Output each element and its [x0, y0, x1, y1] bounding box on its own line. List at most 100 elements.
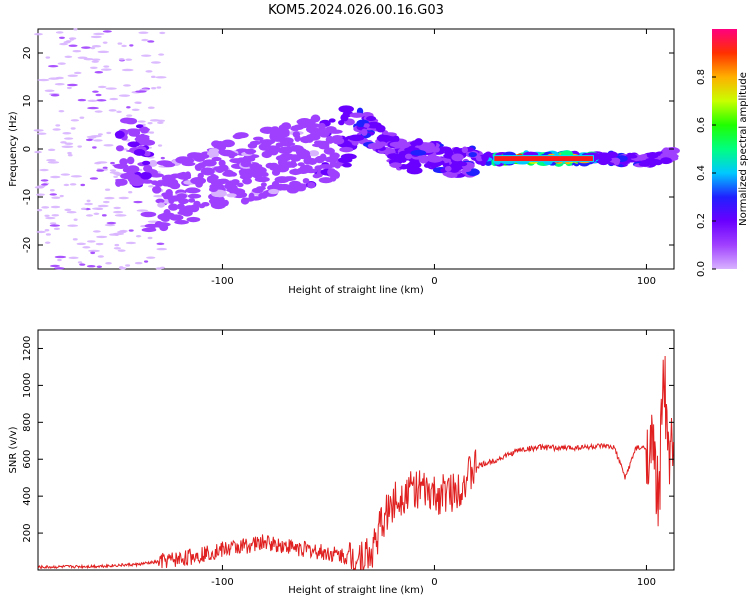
- heatmap-cell: [117, 42, 123, 45]
- heatmap-cell: [129, 44, 134, 47]
- x-tick-label: -100: [211, 276, 234, 287]
- heatmap-cell: [306, 123, 321, 129]
- heatmap-cell: [156, 242, 165, 246]
- heatmap-cell: [139, 126, 150, 134]
- heatmap-cell: [468, 151, 478, 158]
- heatmap-cell: [37, 78, 50, 82]
- heatmap-cell: [135, 90, 147, 93]
- heatmap-cell: [63, 183, 70, 187]
- heatmap-cell: [213, 143, 221, 149]
- heatmap-cell: [158, 53, 165, 56]
- y-tick-label: 10: [22, 95, 33, 108]
- heatmap-cell: [609, 157, 621, 163]
- heatmap-cell: [72, 238, 78, 241]
- heatmap-cell: [116, 110, 122, 114]
- heatmap-cell: [260, 182, 267, 188]
- heatmap-cell: [210, 200, 226, 207]
- heatmap-cell: [92, 146, 97, 149]
- heatmap-cell: [77, 145, 83, 148]
- heatmap-cell: [139, 88, 149, 91]
- heatmap-cell: [85, 138, 93, 142]
- heatmap-cell: [125, 58, 133, 61]
- heatmap-cell: [95, 93, 102, 97]
- heatmap-cell: [127, 141, 140, 148]
- heatmap-cell: [277, 146, 293, 155]
- heatmap-cell: [130, 174, 140, 181]
- heatmap-cell: [208, 148, 220, 153]
- heatmap-cell: [150, 180, 159, 185]
- heatmap-cell: [141, 179, 154, 184]
- heatmap-cell: [133, 200, 143, 204]
- snr-y-axis-title: SNR (v/v): [8, 426, 19, 473]
- heatmap-cell: [147, 40, 155, 43]
- heatmap-cell: [117, 230, 127, 234]
- heatmap-cell: [96, 235, 108, 239]
- heatmap-cell: [660, 157, 672, 165]
- heatmap-cell: [481, 153, 489, 162]
- heatmap-cell: [194, 152, 203, 158]
- heatmap-cell: [348, 134, 365, 142]
- heatmap-cell: [60, 173, 71, 176]
- y-tick-label: -20: [22, 237, 33, 253]
- heatmap-cell: [86, 199, 91, 203]
- heatmap-cell: [170, 215, 183, 221]
- heatmap-cell: [338, 120, 345, 126]
- heatmap-cell: [79, 263, 86, 266]
- heatmap-cell: [47, 148, 56, 152]
- heatmap-cell: [211, 156, 222, 162]
- heatmap-cell: [97, 50, 110, 54]
- heatmap-cell: [211, 178, 228, 185]
- heatmap-cell: [80, 207, 87, 211]
- heatmap-cell: [485, 160, 492, 166]
- heatmap-cell: [389, 162, 402, 168]
- snr-ticks: -100 0 100 200 400 600 800 1000 1200: [22, 330, 674, 588]
- heatmap-cell: [114, 214, 127, 217]
- heatmap-cell: [93, 139, 103, 142]
- heatmap-cell: [100, 68, 112, 71]
- heatmap-cell: [159, 31, 166, 35]
- heatmap-cell: [37, 208, 43, 212]
- y-tick-label: 1200: [22, 336, 33, 361]
- heatmap-cell: [155, 198, 165, 204]
- heatmap-cell: [93, 32, 105, 36]
- heatmap-cell: [55, 124, 61, 127]
- y-tick-label: 1000: [22, 373, 33, 398]
- heatmap-cell: [157, 202, 166, 208]
- heatmap-cell: [310, 114, 321, 123]
- heatmap-blobs: [33, 28, 680, 270]
- heatmap-cell: [157, 119, 166, 122]
- heatmap-cell: [226, 193, 237, 198]
- heatmap-cell: [648, 157, 656, 164]
- heatmap-cell: [323, 147, 335, 155]
- heatmap-cell: [49, 189, 55, 192]
- heatmap-cell: [50, 94, 60, 97]
- heatmap-cell: [259, 139, 275, 145]
- heatmap-cell: [318, 177, 334, 184]
- heatmap-cell: [96, 265, 103, 268]
- heatmap-cell: [291, 125, 306, 130]
- heatmap-cell: [294, 185, 306, 192]
- heatmap-cell: [123, 84, 131, 87]
- heatmap-cell: [118, 94, 131, 97]
- heatmap-cell: [85, 214, 94, 217]
- heatmap-cell: [33, 32, 43, 36]
- colorbar-scale: [712, 29, 737, 269]
- heatmap-cell: [135, 124, 144, 129]
- heatmap-cell: [457, 161, 468, 167]
- heatmap-cell: [36, 132, 47, 135]
- heatmap-cell: [366, 121, 382, 129]
- heatmap-cell: [87, 99, 98, 102]
- heatmap-cell: [73, 71, 82, 75]
- heatmap-cell: [152, 185, 162, 194]
- heatmap-cell: [136, 209, 149, 212]
- heatmap-cell: [126, 156, 135, 165]
- heatmap-cell: [198, 203, 206, 209]
- heatmap-cell: [145, 70, 153, 73]
- heatmap-cell: [135, 235, 142, 238]
- y-tick-label: 200: [22, 524, 33, 543]
- heatmap-cell: [64, 208, 72, 212]
- heatmap-cell: [153, 194, 165, 198]
- heatmap-cell: [51, 196, 61, 199]
- heatmap-cell: [140, 211, 157, 218]
- heatmap-cell: [45, 56, 51, 59]
